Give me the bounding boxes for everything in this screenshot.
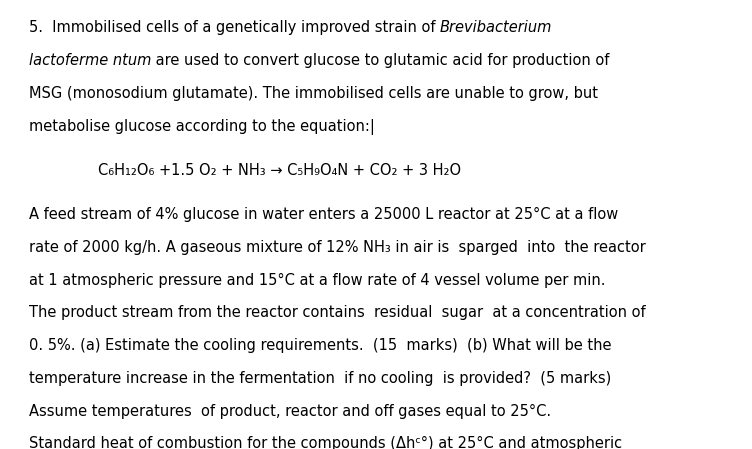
- Text: C₆H₁₂O₆ +1.5 O₂ + NH₃ → C₅H₉O₄N + CO₂ + 3 H₂O: C₆H₁₂O₆ +1.5 O₂ + NH₃ → C₅H₉O₄N + CO₂ + …: [98, 163, 461, 178]
- Text: Standard heat of combustion for the compounds (Δhᶜ°) at 25°C and atmospheric: Standard heat of combustion for the comp…: [29, 436, 622, 449]
- Text: temperature increase in the fermentation  if no cooling  is provided?  (5 marks): temperature increase in the fermentation…: [29, 371, 611, 386]
- Text: Assume temperatures  of product, reactor and off gases equal to 25°C.: Assume temperatures of product, reactor …: [29, 404, 550, 419]
- Text: A feed stream of 4% glucose in water enters a 25000 L reactor at 25°C at a flow: A feed stream of 4% glucose in water ent…: [29, 207, 618, 222]
- Text: metabolise glucose according to the equation:|: metabolise glucose according to the equa…: [29, 119, 374, 135]
- Text: Brevibacterium: Brevibacterium: [440, 20, 552, 35]
- Text: are used to convert glucose to glutamic acid for production of: are used to convert glucose to glutamic …: [151, 53, 609, 68]
- Text: The product stream from the reactor contains  residual  sugar  at a concentratio: The product stream from the reactor cont…: [29, 305, 645, 321]
- Text: at 1 atmospheric pressure and 15°C at a flow rate of 4 vessel volume per min.: at 1 atmospheric pressure and 15°C at a …: [29, 273, 605, 288]
- Text: MSG (monosodium glutamate). The immobilised cells are unable to grow, but: MSG (monosodium glutamate). The immobili…: [29, 86, 598, 101]
- Text: lactoferme ntum: lactoferme ntum: [29, 53, 151, 68]
- Text: 5.  Immobilised cells of a genetically improved strain of: 5. Immobilised cells of a genetically im…: [29, 20, 440, 35]
- Text: rate of 2000 kg/h. A gaseous mixture of 12% NH₃ in air is  sparged  into  the re: rate of 2000 kg/h. A gaseous mixture of …: [29, 240, 645, 255]
- Text: 0. 5%. (a) Estimate the cooling requirements.  (15  marks)  (b) What will be the: 0. 5%. (a) Estimate the cooling requirem…: [29, 338, 611, 353]
